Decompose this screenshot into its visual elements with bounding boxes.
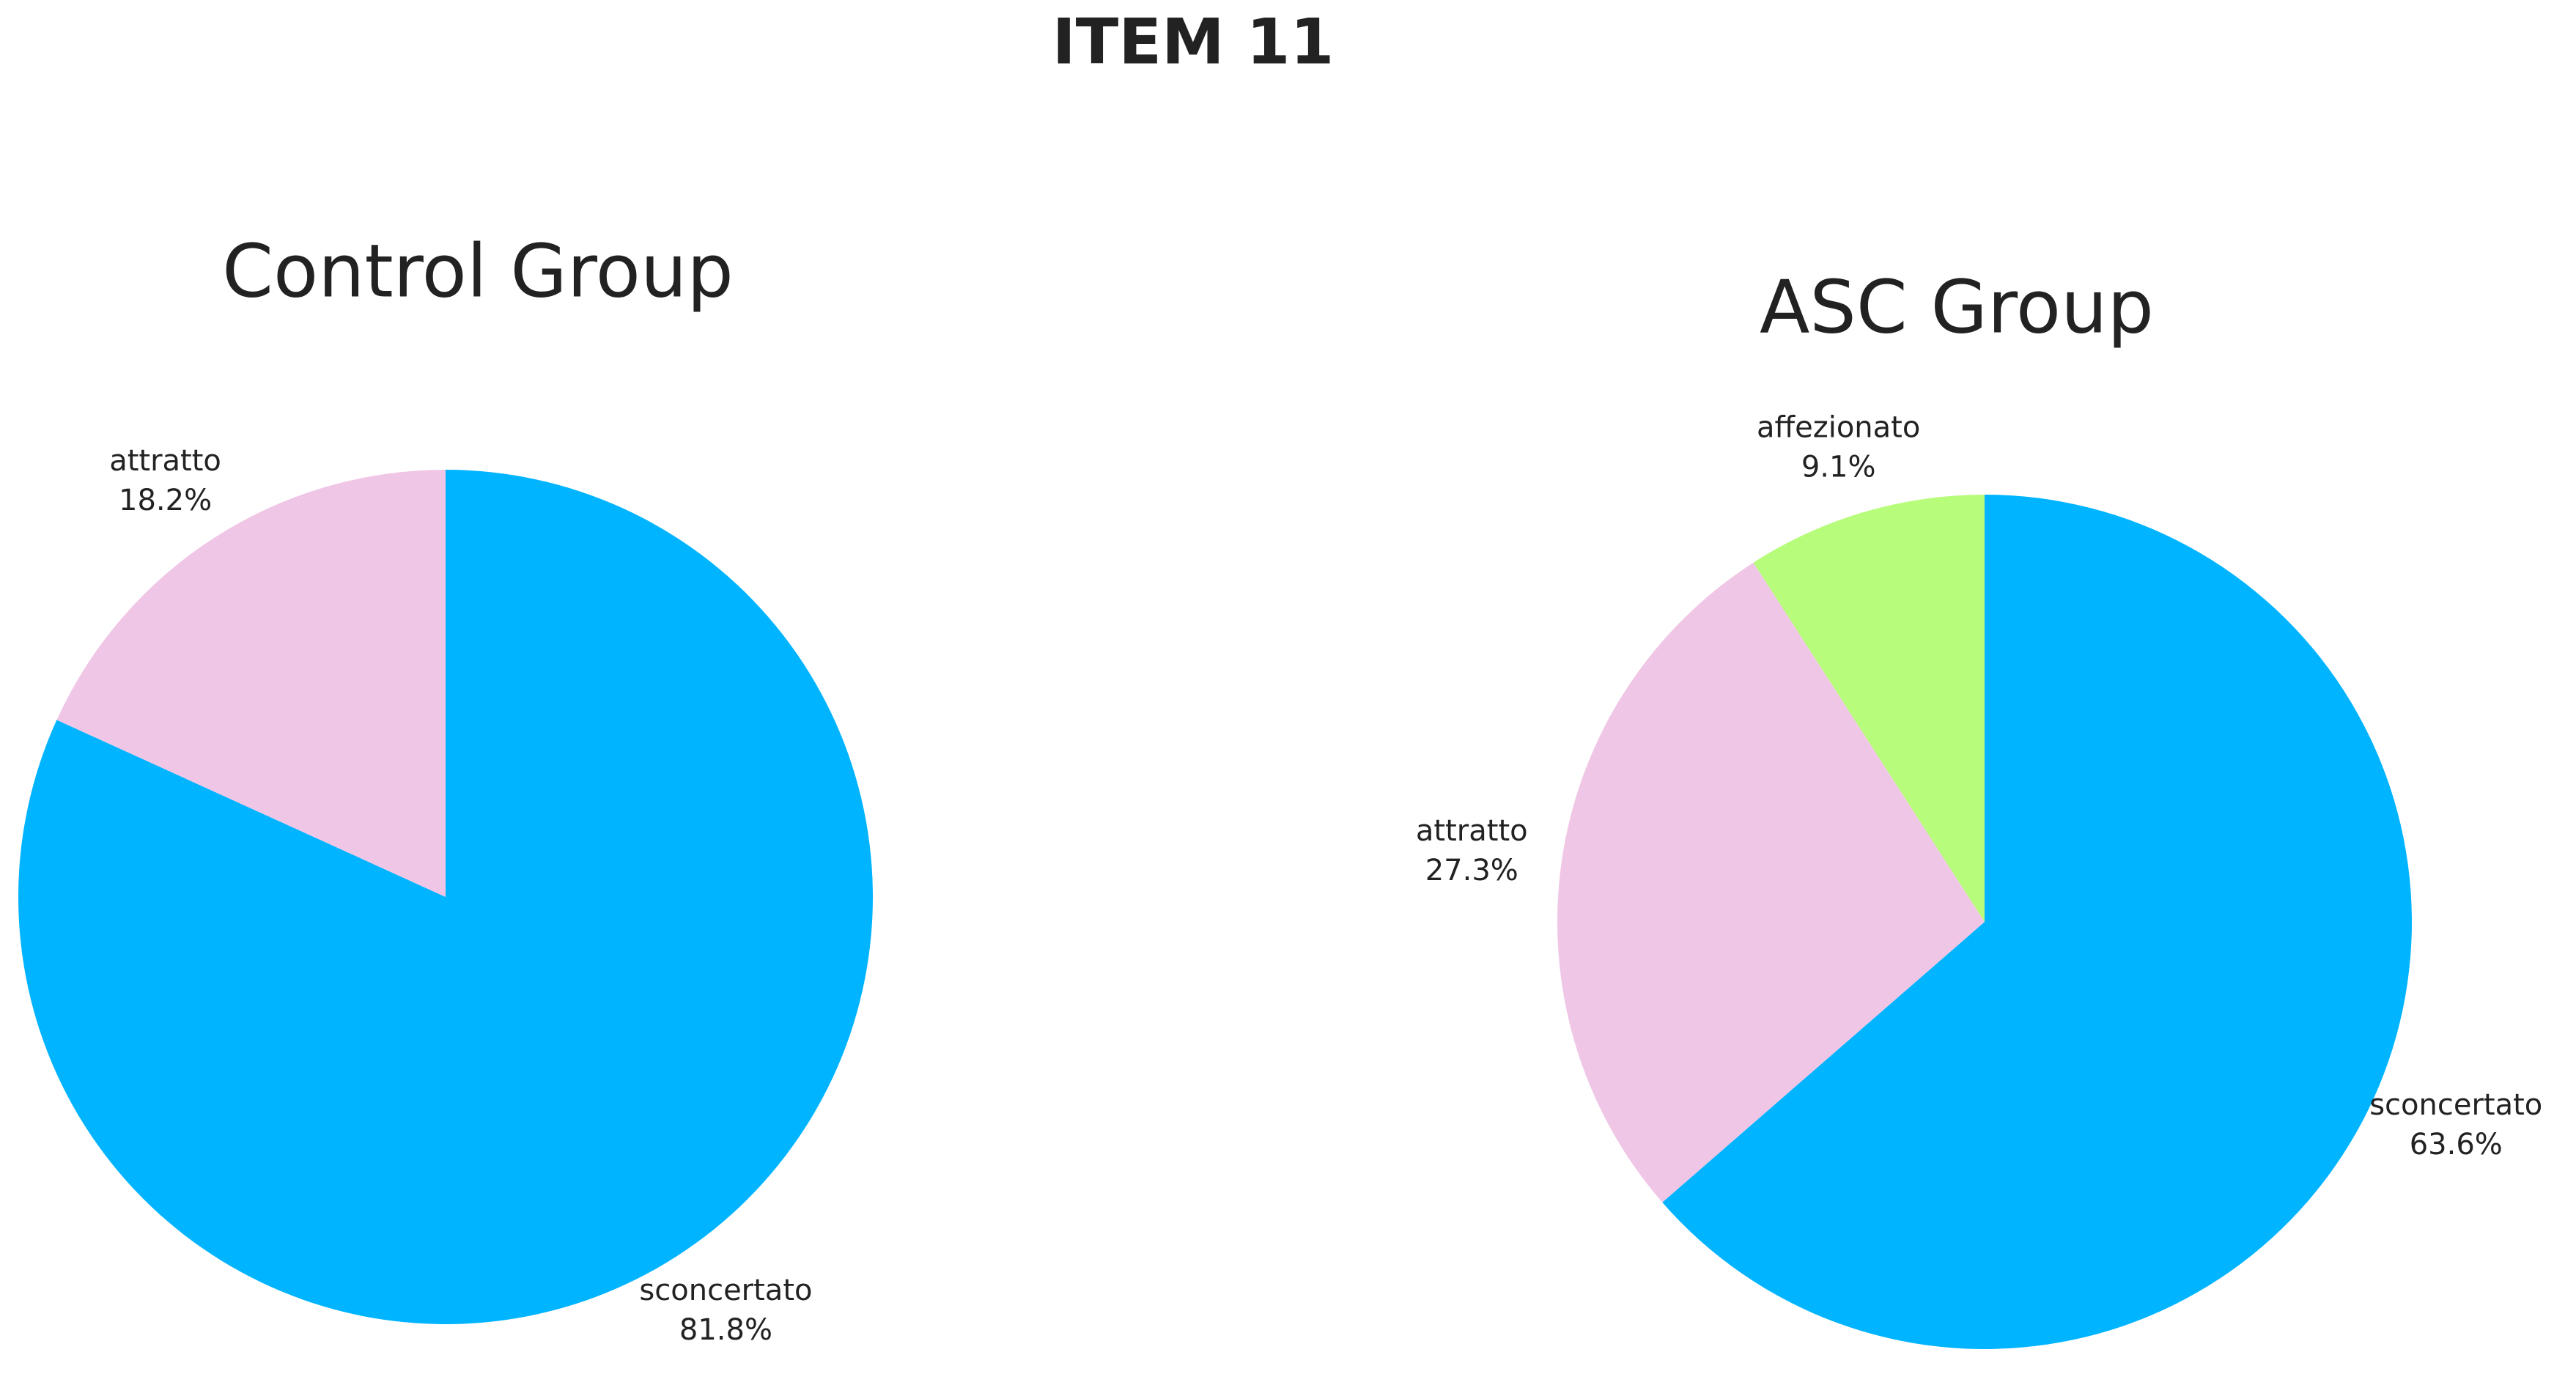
slice-category-label: attratto — [109, 444, 221, 478]
pie-slice — [18, 470, 874, 1324]
slice-value-label: 81.8% — [679, 1313, 772, 1347]
pie-slice — [1662, 495, 2413, 1349]
slice-category-label: affezionato — [1757, 411, 1920, 445]
slice-value-label: 18.2% — [119, 484, 212, 517]
slice-category-label: sconcertato — [2369, 1088, 2542, 1122]
pie-slice — [1753, 495, 1985, 922]
slice-value-label: 63.6% — [2410, 1128, 2503, 1161]
chart-title: ASC Group — [1760, 264, 2154, 350]
chart-title: Control Group — [222, 228, 734, 314]
slice-value-label: 27.3% — [1425, 854, 1518, 887]
slice-category-label: attratto — [1416, 814, 1528, 848]
page-title: ITEM 11 — [1052, 5, 1335, 78]
slice-value-label: 9.1% — [1801, 451, 1876, 484]
pie-slice — [56, 470, 446, 897]
pie-slice — [1557, 562, 1985, 1203]
slice-category-label: sconcertato — [639, 1274, 812, 1307]
